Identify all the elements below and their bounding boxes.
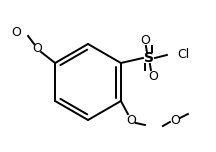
Text: S: S xyxy=(144,51,154,65)
Text: O: O xyxy=(148,69,158,83)
Text: O: O xyxy=(32,41,42,55)
Text: Cl: Cl xyxy=(177,47,189,60)
Text: O: O xyxy=(126,114,136,128)
Text: O: O xyxy=(11,26,21,38)
Text: O: O xyxy=(170,114,180,128)
Text: O: O xyxy=(140,33,150,47)
